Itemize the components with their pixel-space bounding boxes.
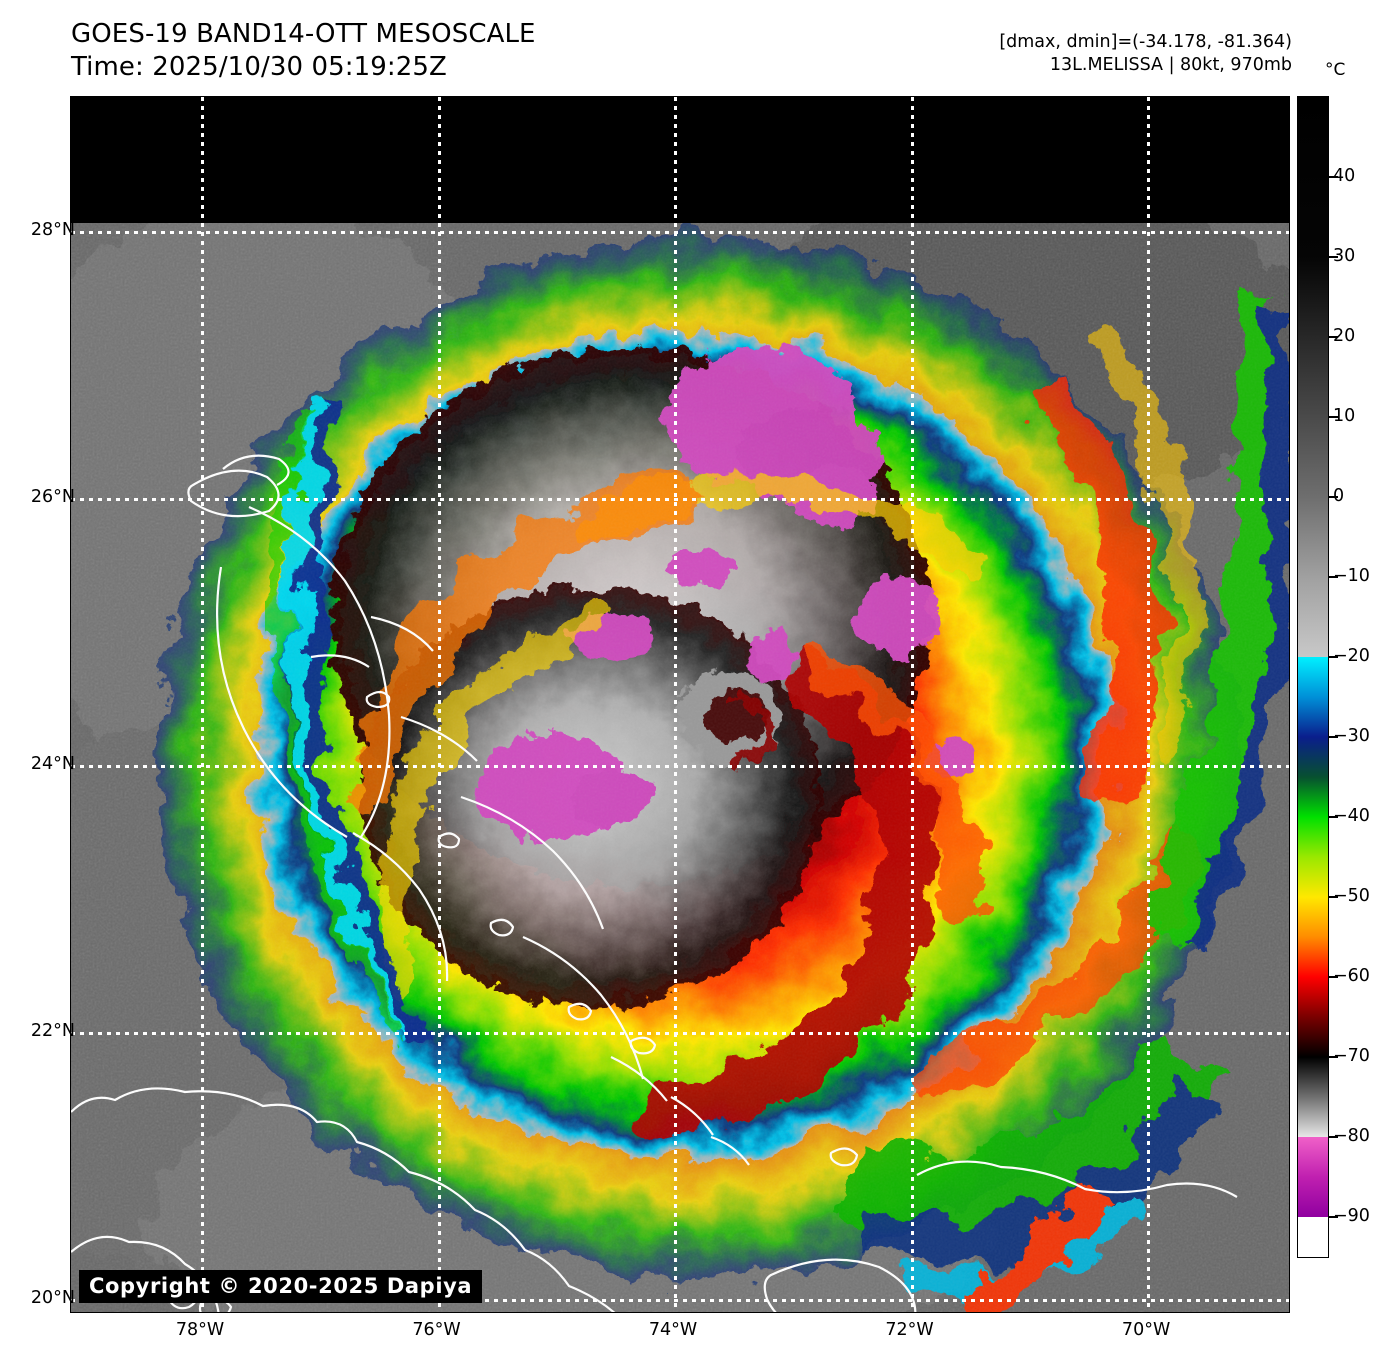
colorbar-tickmark-0 <box>1329 496 1338 498</box>
colorbar-unit-label: °C <box>1325 60 1346 80</box>
ytick-label-20n: 20°N <box>30 1287 75 1308</box>
colorbar-label-10: 10 <box>1333 406 1356 426</box>
colorbar-label-30: 30 <box>1333 246 1356 266</box>
colorbar-label-n20: −20 <box>1333 646 1370 666</box>
colorbar-tickmark-n50 <box>1329 896 1338 898</box>
colorbar-label-0: 0 <box>1333 486 1345 506</box>
ytick-label-26n: 26°N <box>30 486 75 507</box>
xtick-label-76w: 76°W <box>412 1320 461 1340</box>
storm-info-label: 13L.MELISSA | 80kt, 970mb <box>1049 55 1292 75</box>
satellite-image-clip: Copyright © 2020-2025 Dapiya <box>71 97 1289 1312</box>
ytick-label-24n: 24°N <box>30 753 75 774</box>
colorbar-label-n90: −90 <box>1333 1206 1370 1226</box>
temperature-colorbar[interactable] <box>1297 96 1329 1258</box>
ytick-label-28n: 28°N <box>30 219 75 240</box>
colorbar-label-n80: −80 <box>1333 1126 1370 1146</box>
colorbar-label-n40: −40 <box>1333 806 1370 826</box>
page-title: GOES-19 BAND14-OTT MESOSCALE <box>71 19 536 49</box>
colorbar-tickmark-n80 <box>1329 1136 1338 1138</box>
colorbar-label-n50: −50 <box>1333 886 1370 906</box>
dminmax-label: [dmax, dmin]=(-34.178, -81.364) <box>999 32 1292 52</box>
colorbar-label-n70: −70 <box>1333 1046 1370 1066</box>
xtick-label-72w: 72°W <box>885 1320 934 1340</box>
satellite-image-panel[interactable]: Copyright © 2020-2025 Dapiya <box>70 96 1290 1313</box>
colorbar-tickmark-n30 <box>1329 736 1338 738</box>
xtick-label-70w: 70°W <box>1121 1320 1171 1340</box>
colorbar-tickmark-n60 <box>1329 976 1338 978</box>
colorbar-tickmark-n40 <box>1329 816 1338 818</box>
infrared-satellite-raster <box>71 97 1289 1312</box>
colorbar-tickmark-40 <box>1329 176 1338 178</box>
colorbar-tickmark-n20 <box>1329 656 1338 658</box>
colorbar-tickmark-n90 <box>1329 1216 1338 1218</box>
ytick-label-22n: 22°N <box>30 1020 75 1041</box>
colorbar-gradient <box>1298 97 1328 1257</box>
colorbar-tickmark-n70 <box>1329 1056 1338 1058</box>
metadata-block: [dmax, dmin]=(-34.178, -81.364) 13L.MELI… <box>999 31 1292 77</box>
xtick-label-74w: 74°W <box>648 1320 698 1340</box>
colorbar-label-20: 20 <box>1333 326 1356 346</box>
colorbar-label-n30: −30 <box>1333 726 1370 746</box>
title-block: GOES-19 BAND14-OTT MESOSCALE Time: 2025/… <box>71 18 536 84</box>
timestamp-label: Time: 2025/10/30 05:19:25Z <box>71 52 447 82</box>
colorbar-label-40: 40 <box>1333 166 1356 186</box>
colorbar-label-n10: −10 <box>1333 566 1370 586</box>
xtick-label-78w: 78°W <box>175 1320 225 1340</box>
colorbar-tickmark-n10 <box>1329 576 1338 578</box>
colorbar-tickmark-20 <box>1329 336 1338 338</box>
colorbar-tickmark-30 <box>1329 256 1338 258</box>
colorbar-label-n60: −60 <box>1333 966 1370 986</box>
copyright-badge: Copyright © 2020-2025 Dapiya <box>79 1270 483 1303</box>
colorbar-tickmark-10 <box>1329 416 1338 418</box>
